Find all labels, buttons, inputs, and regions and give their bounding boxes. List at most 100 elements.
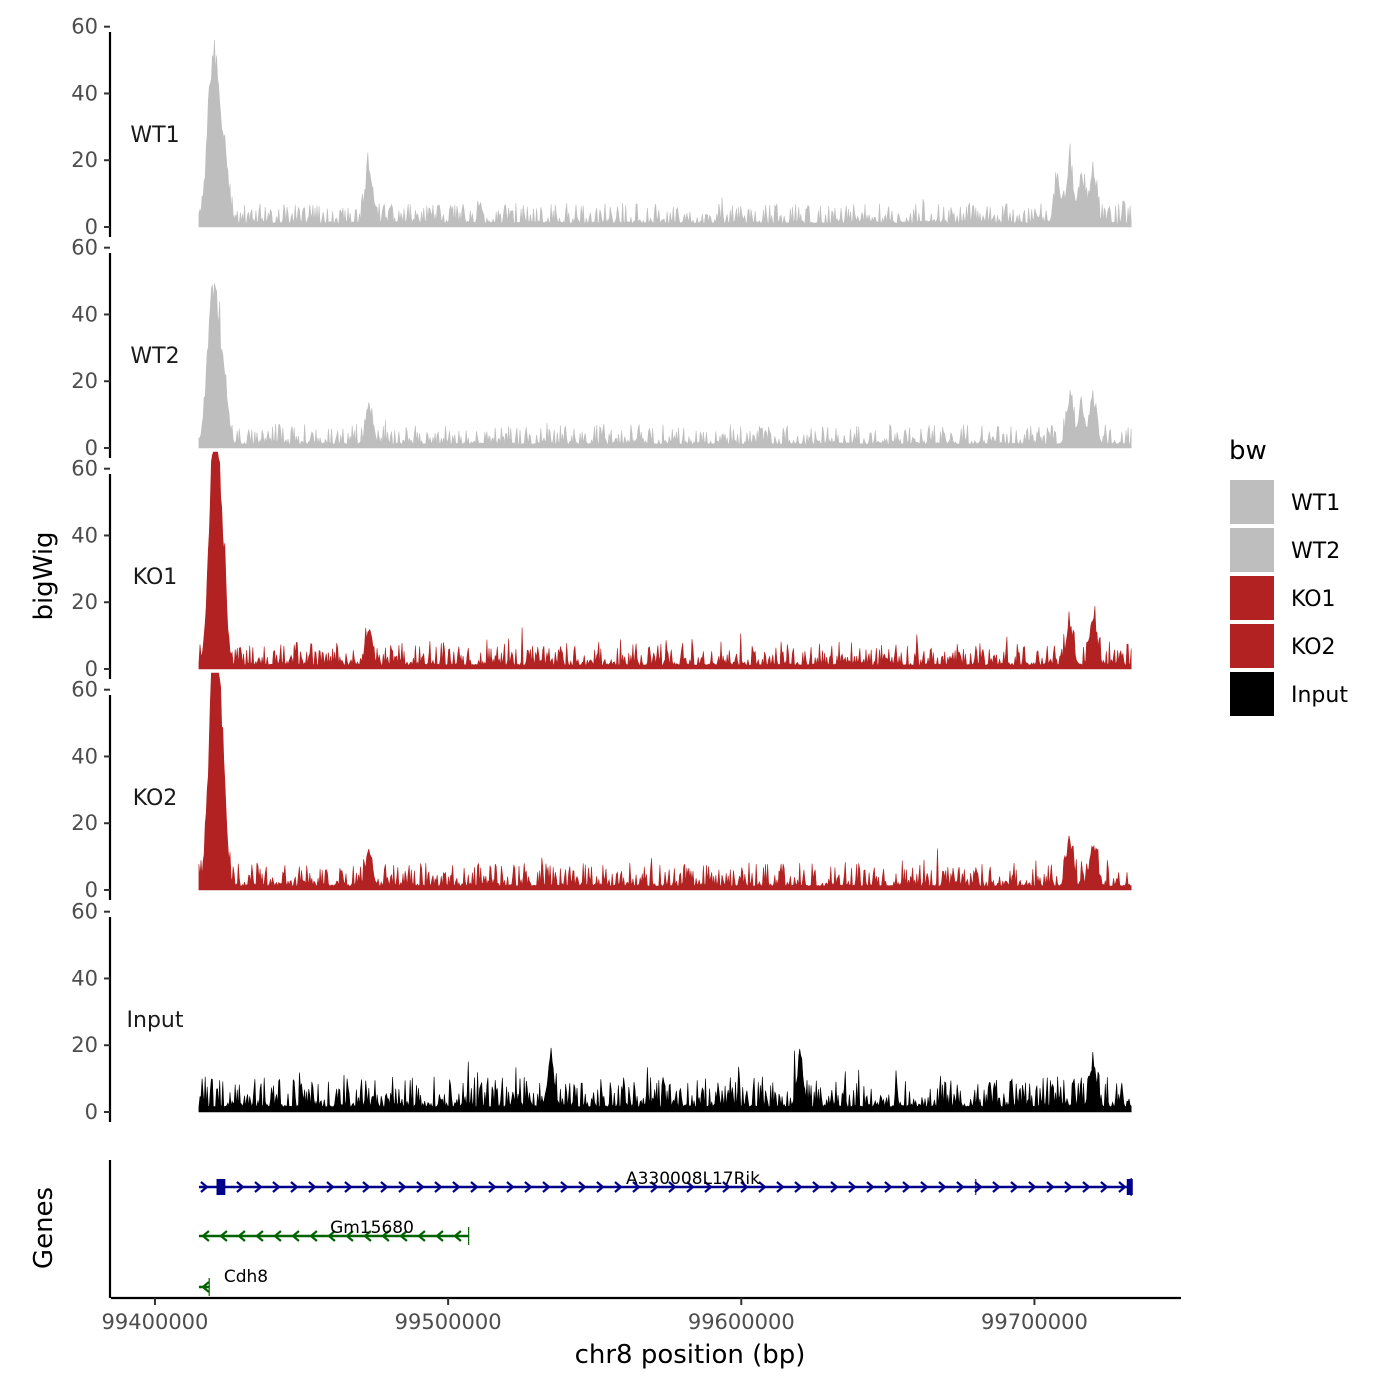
x-tick-label: 99500000 xyxy=(395,1310,502,1334)
strand-chevron xyxy=(722,1181,731,1193)
strand-chevron xyxy=(470,1181,479,1193)
signal-area-wt1 xyxy=(198,39,1132,228)
y-tick-label: 0 xyxy=(85,878,98,902)
track-label-ko1: KO1 xyxy=(133,565,178,590)
y-tick-label: 60 xyxy=(71,236,98,260)
strand-chevron xyxy=(560,1181,569,1193)
strand-chevron xyxy=(686,1181,695,1193)
strand-chevron xyxy=(902,1181,911,1193)
legend-label: KO2 xyxy=(1291,635,1336,660)
strand-chevron xyxy=(614,1181,623,1193)
strand-chevron xyxy=(453,1230,462,1242)
y-tick-label: 20 xyxy=(71,148,98,172)
strand-chevron xyxy=(201,1230,210,1242)
y-tick-label: 40 xyxy=(71,744,98,768)
strand-chevron xyxy=(200,1181,209,1193)
x-tick-label: 99600000 xyxy=(688,1310,795,1334)
track-label-wt2: WT2 xyxy=(130,344,179,369)
strand-chevron xyxy=(740,1181,749,1193)
strand-chevron xyxy=(452,1181,461,1193)
strand-chevron xyxy=(363,1230,372,1242)
strand-chevron xyxy=(417,1230,426,1242)
strand-chevron xyxy=(506,1181,515,1193)
strand-chevron xyxy=(866,1181,875,1193)
gene-exon xyxy=(216,1179,226,1195)
y-tick-label: 20 xyxy=(71,1033,98,1057)
legend-item-ko1: KO1 xyxy=(1230,576,1336,620)
y-tick-label: 0 xyxy=(85,436,98,460)
legend-swatch xyxy=(1230,672,1274,716)
strand-chevron xyxy=(290,1181,299,1193)
legend-swatch xyxy=(1230,624,1274,668)
strand-chevron xyxy=(219,1230,228,1242)
signal-area-ko1 xyxy=(198,451,1132,670)
gene-label: Cdh8 xyxy=(224,1267,268,1287)
strand-chevron xyxy=(362,1181,371,1193)
gene-cdh8: Cdh8 xyxy=(198,1267,268,1296)
legend-swatch xyxy=(1230,528,1274,572)
strand-chevron xyxy=(650,1181,659,1193)
strand-chevron xyxy=(399,1230,408,1242)
strand-chevron xyxy=(1082,1181,1091,1193)
strand-chevron xyxy=(435,1230,444,1242)
track-panel-input: 0 20 40 60 Input xyxy=(71,900,1132,1124)
y-tick-label: 20 xyxy=(71,590,98,614)
strand-chevron xyxy=(308,1181,317,1193)
y-tick-label: 40 xyxy=(71,966,98,990)
strand-chevron xyxy=(794,1181,803,1193)
gene-label: Gm15680 xyxy=(330,1218,414,1238)
y-axis-title: bigWig xyxy=(29,531,59,620)
signal-area-input xyxy=(198,1047,1132,1113)
strand-chevron xyxy=(1064,1181,1073,1193)
gene-label: A330008L17Rik xyxy=(626,1169,760,1189)
genes-axis-title: Genes xyxy=(29,1187,59,1269)
y-tick-label: 0 xyxy=(85,657,98,681)
track-label-wt1: WT1 xyxy=(130,123,179,148)
strand-chevron xyxy=(416,1181,425,1193)
y-tick-label: 0 xyxy=(85,1100,98,1124)
strand-chevron xyxy=(273,1230,282,1242)
strand-chevron xyxy=(956,1181,965,1193)
strand-chevron xyxy=(578,1181,587,1193)
genes-panel: A330008L17Rik Gm15680 Cdh8 xyxy=(108,1160,1133,1298)
signal-area-ko2 xyxy=(198,672,1132,891)
legend-label: KO1 xyxy=(1291,587,1336,612)
strand-chevron xyxy=(1100,1181,1109,1193)
strand-chevron xyxy=(254,1181,263,1193)
strand-chevron xyxy=(776,1181,785,1193)
strand-chevron xyxy=(938,1181,947,1193)
strand-chevron xyxy=(326,1181,335,1193)
signal-panels: 0 20 40 60 WT1 0 20 40 60 WT2 0 20 40 60 KO1 0 20 40 60 KO2… xyxy=(71,15,1132,1124)
y-tick-label: 0 xyxy=(85,215,98,239)
strand-chevron xyxy=(380,1181,389,1193)
strand-chevron xyxy=(201,1281,210,1293)
strand-chevron xyxy=(542,1181,551,1193)
track-label-ko2: KO2 xyxy=(133,786,178,811)
strand-chevron xyxy=(596,1181,605,1193)
strand-chevron xyxy=(632,1181,641,1193)
x-axis-title: chr8 position (bp) xyxy=(575,1340,806,1370)
legend-swatch xyxy=(1230,576,1274,620)
y-tick-label: 20 xyxy=(71,811,98,835)
legend-label: WT1 xyxy=(1291,491,1340,516)
y-tick-label: 60 xyxy=(71,457,98,481)
legend-item-input: Input xyxy=(1230,672,1348,716)
strand-chevron xyxy=(1046,1181,1055,1193)
y-tick-label: 60 xyxy=(71,678,98,702)
strand-chevron xyxy=(327,1230,336,1242)
gene-a330008l17rik: A330008L17Rik xyxy=(198,1169,1133,1196)
strand-chevron xyxy=(236,1181,245,1193)
y-tick-label: 40 xyxy=(71,81,98,105)
strand-chevron xyxy=(309,1230,318,1242)
legend-item-ko2: KO2 xyxy=(1230,624,1336,668)
strand-chevron xyxy=(345,1230,354,1242)
strand-chevron xyxy=(524,1181,533,1193)
strand-chevron xyxy=(992,1181,1001,1193)
x-tick-label: 99400000 xyxy=(102,1310,209,1334)
track-panel-wt2: 0 20 40 60 WT2 xyxy=(71,236,1132,460)
signal-area-wt2 xyxy=(198,283,1132,449)
strand-chevron xyxy=(398,1181,407,1193)
y-tick-label: 40 xyxy=(71,302,98,326)
legend-swatch xyxy=(1230,480,1274,524)
